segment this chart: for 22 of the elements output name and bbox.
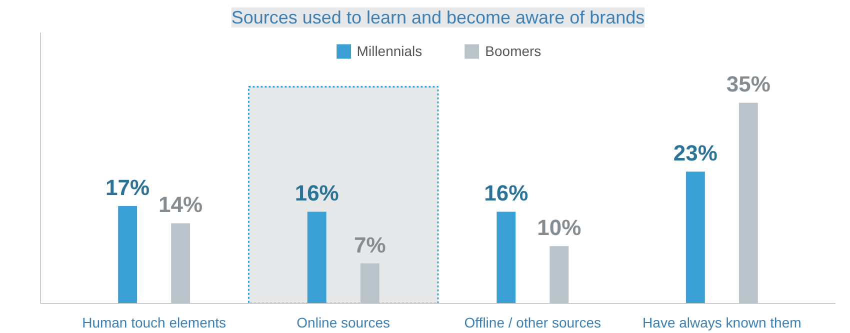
x-tick-label: Offline / other sources bbox=[464, 314, 601, 330]
bar bbox=[550, 246, 569, 304]
bar bbox=[118, 206, 138, 304]
bar bbox=[738, 102, 758, 304]
legend-label: Boomers bbox=[485, 43, 542, 59]
bar bbox=[171, 223, 190, 304]
x-tick-label: Online sources bbox=[296, 314, 390, 330]
legend-label: Millennials bbox=[356, 43, 422, 59]
data-label: 16% bbox=[484, 180, 528, 206]
x-tick-label: Have always known them bbox=[642, 314, 802, 330]
data-label: 14% bbox=[158, 192, 203, 218]
data-label: 16% bbox=[294, 180, 339, 206]
data-label: 17% bbox=[106, 174, 150, 200]
bar bbox=[496, 212, 516, 304]
x-tick-label: Human touch elements bbox=[82, 314, 226, 330]
data-label: 10% bbox=[537, 215, 582, 240]
data-label: 35% bbox=[726, 72, 770, 97]
chart-title: Sources used to learn and become aware of brands bbox=[231, 8, 645, 28]
bar bbox=[686, 172, 705, 304]
data-label: 7% bbox=[354, 232, 386, 258]
data-label: 23% bbox=[673, 140, 718, 166]
bar bbox=[360, 263, 380, 304]
